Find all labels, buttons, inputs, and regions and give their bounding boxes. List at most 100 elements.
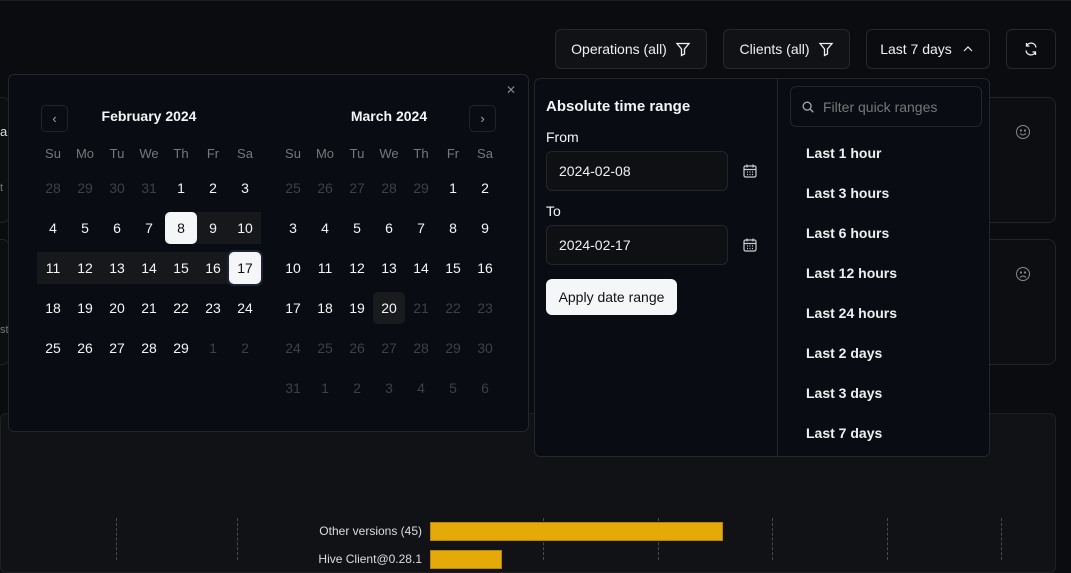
calendar-icon[interactable] — [742, 163, 758, 179]
calendar-day[interactable]: 25 — [285, 180, 301, 196]
quick-range-search-input[interactable]: Filter quick ranges — [790, 86, 982, 127]
calendar-day[interactable]: 6 — [481, 380, 489, 396]
calendar-day[interactable]: 28 — [45, 180, 61, 196]
calendar-day[interactable]: 22 — [173, 300, 189, 316]
calendar-day[interactable]: 30 — [109, 180, 125, 196]
calendar-day[interactable]: 21 — [413, 300, 429, 316]
quick-range-item[interactable]: Last 3 hours — [806, 185, 890, 201]
calendar-day[interactable]: 10 — [229, 212, 261, 244]
calendar-day[interactable]: 3 — [385, 380, 393, 396]
calendar-day[interactable]: 7 — [145, 220, 153, 236]
calendar-day[interactable]: 17 — [229, 252, 261, 284]
clients-filter-button[interactable]: Clients (all) — [723, 29, 850, 69]
calendar-day[interactable]: 1 — [177, 180, 185, 196]
calendar-day[interactable]: 26 — [349, 340, 365, 356]
calendar-day[interactable]: 22 — [445, 300, 461, 316]
quick-range-item[interactable]: Last 24 hours — [806, 305, 898, 321]
calendar-day[interactable]: 16 — [197, 252, 229, 284]
calendar-day[interactable]: 1 — [321, 380, 329, 396]
calendar-day[interactable]: 2 — [241, 340, 249, 356]
calendar-day[interactable]: 11 — [37, 252, 69, 284]
calendar-day[interactable]: 6 — [385, 220, 393, 236]
calendar-day[interactable]: 28 — [141, 340, 157, 356]
calendar-day[interactable]: 25 — [45, 340, 61, 356]
calendar-day[interactable]: 23 — [477, 300, 493, 316]
calendar-day[interactable]: 12 — [349, 260, 365, 276]
calendar-day[interactable]: 4 — [417, 380, 425, 396]
calendar-day[interactable]: 1 — [209, 340, 217, 356]
quick-range-item[interactable]: Last 3 days — [806, 385, 883, 401]
calendar-day[interactable]: 13 — [101, 252, 133, 284]
calendar-day[interactable]: 2 — [481, 180, 489, 196]
calendar-day[interactable]: 29 — [173, 340, 189, 356]
calendar-day[interactable]: 15 — [165, 252, 197, 284]
calendar-day[interactable]: 9 — [481, 220, 489, 236]
calendar-day[interactable]: 28 — [413, 340, 429, 356]
calendar-day[interactable]: 28 — [381, 180, 397, 196]
calendar-day[interactable]: 31 — [141, 180, 157, 196]
calendar-day[interactable]: 7 — [417, 220, 425, 236]
calendar-day[interactable]: 12 — [69, 252, 101, 284]
calendar-day[interactable]: 24 — [285, 340, 301, 356]
calendar-day[interactable]: 15 — [445, 260, 461, 276]
calendar-day[interactable]: 18 — [317, 300, 333, 316]
calendar-day[interactable]: 19 — [349, 300, 365, 316]
calendar-icon[interactable] — [742, 237, 758, 253]
calendar-day[interactable]: 1 — [449, 180, 457, 196]
to-input[interactable]: 2024-02-17 — [546, 225, 728, 265]
apply-date-range-button[interactable]: Apply date range — [546, 279, 677, 315]
calendar-day[interactable]: 2 — [353, 380, 361, 396]
calendar-day[interactable]: 5 — [81, 220, 89, 236]
calendar-day[interactable]: 19 — [77, 300, 93, 316]
calendar-day[interactable]: 5 — [449, 380, 457, 396]
calendar-day[interactable]: 8 — [165, 212, 197, 244]
calendar-day[interactable]: 27 — [381, 340, 397, 356]
calendar-day[interactable]: 5 — [353, 220, 361, 236]
calendar-day[interactable]: 23 — [205, 300, 221, 316]
calendar-day[interactable]: 24 — [237, 300, 253, 316]
from-input[interactable]: 2024-02-08 — [546, 151, 728, 191]
calendar-day[interactable]: 25 — [317, 340, 333, 356]
calendar-day[interactable]: 20 — [109, 300, 125, 316]
calendar-day[interactable]: 26 — [317, 180, 333, 196]
quick-range-item[interactable]: Last 6 hours — [806, 225, 890, 241]
calendar-day[interactable]: 3 — [289, 220, 297, 236]
calendar-day[interactable]: 17 — [285, 300, 301, 316]
weekday-label: Tu — [109, 146, 125, 161]
calendar-day[interactable]: 9 — [197, 212, 229, 244]
calendar-day[interactable]: 26 — [77, 340, 93, 356]
calendar-day[interactable]: 16 — [477, 260, 493, 276]
quick-range-item[interactable]: Last 12 hours — [806, 265, 898, 281]
close-icon[interactable]: ✕ — [505, 83, 516, 97]
refresh-button[interactable] — [1006, 29, 1056, 69]
calendar-day[interactable]: 29 — [413, 180, 429, 196]
quick-range-item[interactable]: Last 2 days — [806, 345, 883, 361]
calendar-day[interactable]: 29 — [445, 340, 461, 356]
calendar-day[interactable]: 14 — [413, 260, 429, 276]
calendar-day[interactable]: 30 — [477, 340, 493, 356]
previous-month-button[interactable]: ‹ — [41, 105, 68, 132]
calendar-day[interactable]: 2 — [209, 180, 217, 196]
calendar-day[interactable]: 4 — [321, 220, 329, 236]
calendar-day[interactable]: 29 — [77, 180, 93, 196]
quick-range-item[interactable]: Last 1 hour — [806, 145, 882, 161]
calendar-day[interactable]: 27 — [349, 180, 365, 196]
calendar-day[interactable]: 10 — [285, 260, 301, 276]
calendar-day[interactable]: 11 — [317, 260, 333, 276]
calendar-day[interactable]: 27 — [109, 340, 125, 356]
calendar-day[interactable]: 31 — [285, 380, 301, 396]
operations-filter-button[interactable]: Operations (all) — [555, 29, 707, 69]
calendar-day[interactable]: 21 — [141, 300, 157, 316]
calendar-day[interactable]: 20 — [373, 292, 405, 324]
next-month-button[interactable]: › — [469, 105, 496, 132]
calendar-day[interactable]: 3 — [241, 180, 249, 196]
quick-range-item[interactable]: Last 7 days — [806, 425, 883, 441]
bar[interactable] — [430, 522, 723, 541]
calendar-day[interactable]: 18 — [45, 300, 61, 316]
calendar-day[interactable]: 14 — [133, 252, 165, 284]
calendar-day[interactable]: 4 — [49, 220, 57, 236]
calendar-day[interactable]: 13 — [381, 260, 397, 276]
calendar-day[interactable]: 8 — [449, 220, 457, 236]
calendar-day[interactable]: 6 — [113, 220, 121, 236]
date-range-button[interactable]: Last 7 days — [866, 29, 990, 69]
